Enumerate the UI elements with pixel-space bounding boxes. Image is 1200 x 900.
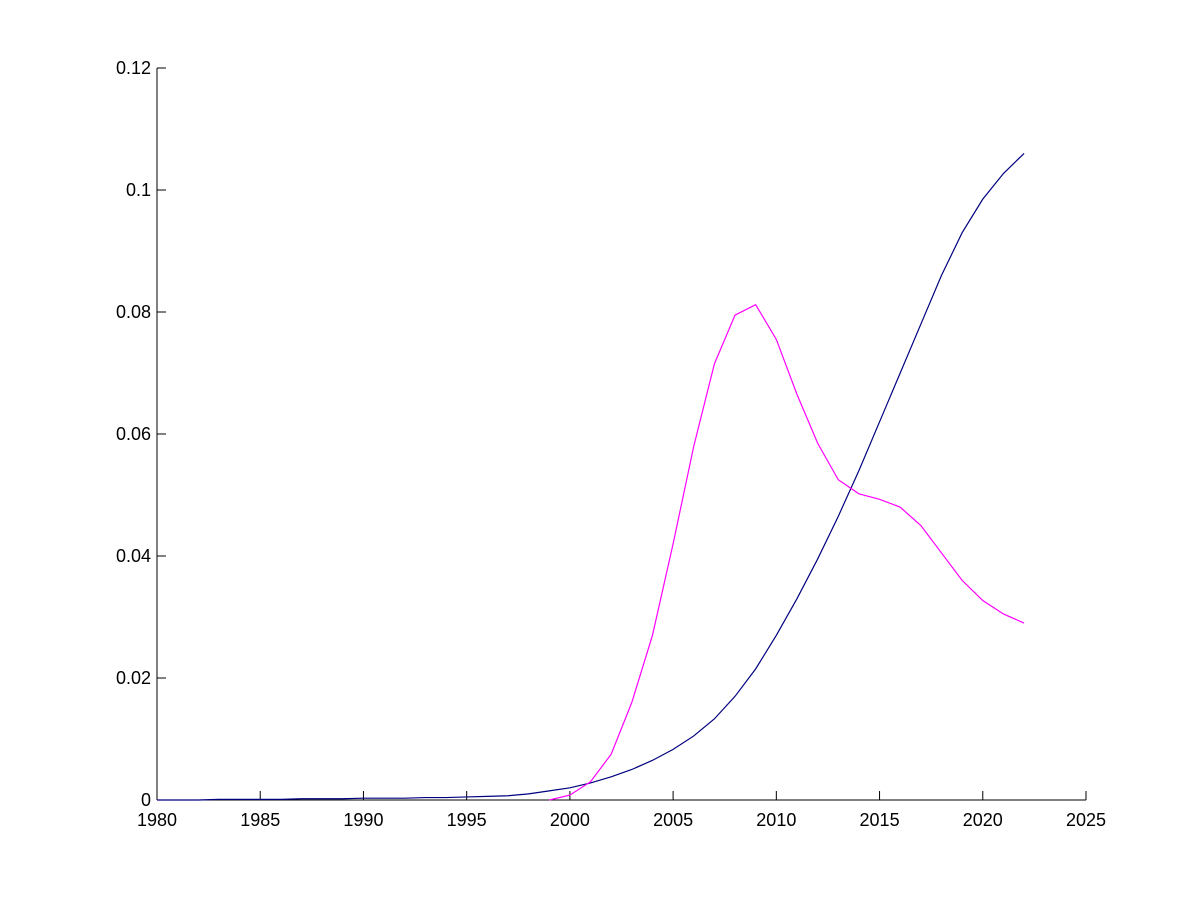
x-tick-label: 1995 xyxy=(447,810,487,830)
y-tick-label: 0.04 xyxy=(116,546,151,566)
x-tick-label: 2015 xyxy=(860,810,900,830)
x-tick-label: 2020 xyxy=(963,810,1003,830)
y-tick-label: 0 xyxy=(141,790,151,810)
y-tick-label: 0.06 xyxy=(116,424,151,444)
y-tick-label: 0.12 xyxy=(116,58,151,78)
x-tick-label: 1980 xyxy=(137,810,177,830)
x-tick-label: 2000 xyxy=(550,810,590,830)
series-line xyxy=(549,303,1025,801)
y-tick-label: 0.1 xyxy=(126,180,151,200)
y-tick-label: 0.02 xyxy=(116,668,151,688)
x-tick-label: 1990 xyxy=(343,810,383,830)
x-tick-label: 2025 xyxy=(1066,810,1106,830)
x-tick-label: 2010 xyxy=(756,810,796,830)
x-tick-label: 1985 xyxy=(240,810,280,830)
x-tick-label: 2005 xyxy=(653,810,693,830)
series-line xyxy=(157,152,1025,801)
y-tick-label: 0.08 xyxy=(116,302,151,322)
